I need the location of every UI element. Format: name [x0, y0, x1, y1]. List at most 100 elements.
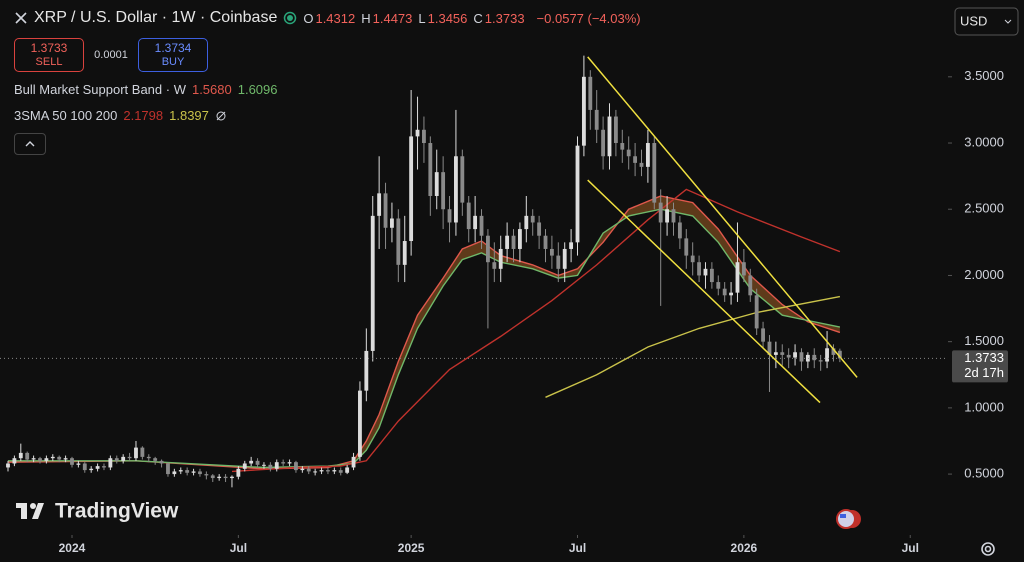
- sell-button[interactable]: 1.3733 SELL: [14, 38, 84, 72]
- y-tick-label: 2.0000: [964, 267, 1004, 282]
- candle-body: [114, 458, 119, 461]
- candle-body: [370, 215, 375, 351]
- x-tick-label: 2025: [398, 541, 425, 555]
- candle-body: [345, 467, 350, 473]
- buy-price: 1.3734: [154, 41, 192, 55]
- candle-body: [754, 295, 759, 329]
- candle-body: [63, 458, 68, 460]
- candle-body: [127, 456, 132, 459]
- candle-body: [377, 193, 382, 216]
- candle-body: [358, 390, 362, 457]
- candle-body: [383, 193, 388, 228]
- candle-body: [146, 456, 151, 459]
- candle-body: [741, 262, 746, 276]
- candle-body: [294, 462, 298, 471]
- candle-body: [82, 463, 87, 471]
- ohlc-value: 1.3456: [427, 10, 468, 26]
- candle-body: [191, 471, 196, 473]
- indicator-line: [587, 56, 858, 378]
- ohlc-key: C: [473, 10, 483, 26]
- candle-body: [57, 456, 62, 460]
- candle-body: [511, 235, 516, 249]
- x-tick-label: 2026: [731, 541, 758, 555]
- spread: 0.0001: [94, 49, 128, 61]
- candle-body: [498, 248, 503, 269]
- close-icon[interactable]: [14, 11, 28, 25]
- candle-body: [735, 262, 740, 293]
- candle-body: [639, 162, 644, 167]
- candle-body: [530, 215, 535, 223]
- candle-body: [204, 474, 209, 476]
- candle-body: [613, 116, 618, 144]
- candle-body: [351, 456, 356, 468]
- candle-body: [38, 458, 42, 461]
- candle-body: [255, 460, 260, 465]
- indicator-row: Bull Market Support Band · W 1.5680 1.6096: [14, 82, 278, 97]
- candle-body: [25, 452, 30, 460]
- collapse-button[interactable]: [14, 133, 46, 155]
- candle-body: [543, 235, 548, 249]
- candle-body: [210, 475, 215, 479]
- candle-body: [549, 248, 554, 256]
- indicator-line: [545, 295, 841, 398]
- candle-body: [338, 470, 343, 473]
- candle-body: [671, 209, 676, 223]
- candle-body: [703, 268, 708, 276]
- candle-body: [313, 471, 318, 473]
- candle-body: [102, 466, 106, 468]
- candle-body: [390, 218, 394, 228]
- candle-body: [185, 470, 190, 473]
- candle-body: [748, 275, 753, 296]
- candle-body: [831, 348, 836, 355]
- candle-body: [95, 466, 100, 469]
- candle-body: [454, 156, 458, 223]
- y-tick-label: 1.5000: [964, 333, 1004, 348]
- axes: 0.5000 1.0000 1.5000 2.0000 2.5000 3.0000 3.50…: [59, 68, 1008, 555]
- candle-body: [332, 470, 337, 472]
- plot-area: [0, 55, 948, 488]
- candle-body: [709, 268, 714, 283]
- candle-body: [761, 328, 765, 342]
- candle-body: [236, 468, 241, 477]
- candle-body: [697, 262, 702, 276]
- candle-body: [677, 222, 682, 239]
- candle-body: [786, 354, 791, 358]
- candle-body: [44, 458, 49, 461]
- symbol-title: XRP / U.S. Dollar · 1W · Coinbase: [34, 9, 278, 26]
- x-tick-label: 2024: [59, 541, 86, 555]
- candle-body: [89, 468, 94, 471]
- candle-body: [281, 462, 286, 464]
- currency-box[interactable]: [954, 7, 1019, 36]
- indicator-line: [587, 179, 821, 404]
- y-tick-label: 2.5000: [964, 201, 1004, 216]
- candle-body: [402, 241, 407, 265]
- candle-body: [607, 116, 612, 157]
- candle-body: [805, 354, 810, 362]
- countdown: 2d 17h: [964, 365, 1004, 380]
- candle-body: [108, 458, 113, 468]
- indicator-line: [231, 188, 841, 473]
- candle-body: [249, 460, 254, 464]
- candle-body: [268, 464, 273, 469]
- candle-body: [626, 149, 631, 157]
- icon-part: [216, 111, 226, 120]
- candle-body: [230, 476, 234, 479]
- candle-body: [645, 143, 650, 167]
- ohlc-key: L: [418, 10, 426, 26]
- x-tick-label: Jul: [230, 541, 247, 555]
- candle-body: [12, 458, 17, 464]
- candle-body: [658, 202, 663, 223]
- candle-body: [684, 238, 689, 256]
- y-tick-label: 3.0000: [964, 134, 1004, 149]
- indicator-row: 3SMA 50 100 200 2.1798 1.8397: [14, 108, 227, 123]
- buy-button[interactable]: 1.3734 BUY: [138, 38, 208, 72]
- candle-body: [818, 360, 823, 362]
- candle-body: [767, 341, 772, 355]
- candle-body: [6, 463, 10, 468]
- candle-body: [837, 350, 842, 359]
- candle-body: [569, 242, 574, 249]
- candle-body: [652, 143, 657, 203]
- settings-icon[interactable]: [981, 542, 995, 556]
- indicator-name: Bull Market Support Band · W: [14, 82, 186, 97]
